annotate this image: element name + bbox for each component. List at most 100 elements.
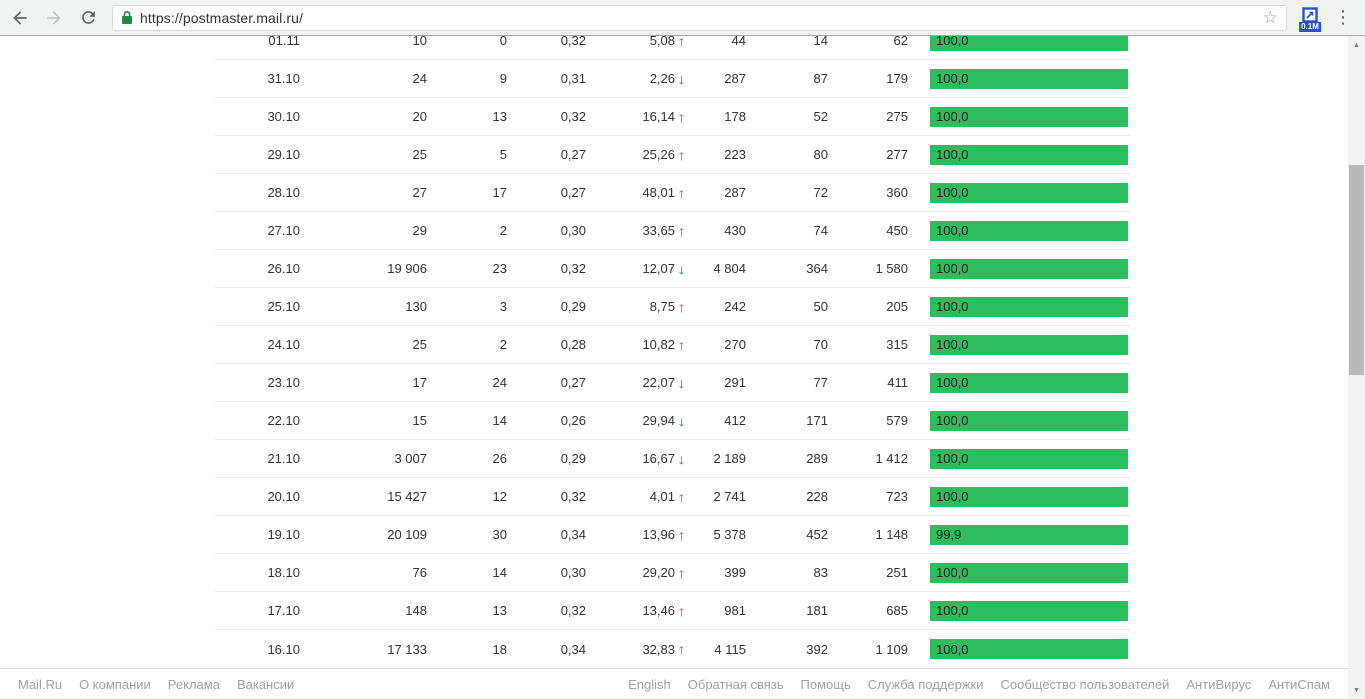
table-row: 25.10 130 3 0,29 8,75 ↑ 242 50 205 100,0 [215,288,1130,326]
cell-col7: 392 [806,641,828,657]
cell-percent: 100,0 [908,562,1130,583]
percent-bar-label: 100,0 [936,489,969,504]
cell-rate: 16,14 ↑ [586,109,685,124]
footer-link[interactable]: English [628,676,671,692]
cell-col4: 0,27 [560,375,586,390]
trend-arrow-icon: ↑ [677,526,686,543]
reload-button[interactable] [74,4,102,32]
table-row: 30.10 20 13 0,32 16,14 ↑ 178 52 275 100,… [215,98,1130,136]
rate-value: 13,46 [642,603,675,618]
cell-percent: 100,0 [908,258,1130,279]
cell-col3: 12 [492,489,507,504]
cell-col4: 0,28 [560,337,586,352]
cell-col3: 2 [499,337,507,352]
cell-col8: 251 [886,565,908,580]
cell-col3: 24 [492,375,507,390]
percent-bar-label: 100,0 [936,299,969,314]
cell-rate: 16,67 ↓ [586,451,685,466]
cell-col6: 291 [724,375,746,390]
table-row: 01.11 10 0 0,32 5,08 ↑ 44 14 62 100,0 [215,36,1130,60]
trend-arrow-icon: ↑ [677,336,686,353]
cell-col3: 14 [492,565,507,580]
footer-link[interactable]: Помощь [800,676,851,692]
cell-percent: 100,0 [908,372,1130,393]
percent-bar: 100,0 [930,639,1128,659]
url-bar[interactable]: https://postmaster.mail.ru/ ☆ [112,4,1287,31]
cell-letters: 24 [412,71,427,86]
cell-rate: 13,46 ↑ [586,603,685,618]
percent-bar-label: 100,0 [936,565,969,580]
percent-bar-track: 100,0 [930,182,1128,203]
cell-letters: 19 906 [387,261,427,276]
back-arrow-icon [10,8,30,28]
cell-col6: 44 [731,36,746,48]
scrollbar-up-arrow-icon[interactable]: ▲ [1353,41,1360,49]
footer-link[interactable]: Служба поддержки [867,676,984,692]
cell-rate: 29,20 ↑ [586,565,685,580]
cell-col6: 4 115 [714,641,746,657]
cell-col8: 450 [886,223,908,238]
percent-bar-track: 100,0 [930,68,1128,89]
percent-bar-label: 100,0 [936,261,969,276]
footer-link[interactable]: Вакансии [236,676,295,692]
footer-link[interactable]: Сообщество пользователей [1000,676,1170,692]
percent-bar-track: 100,0 [930,334,1128,355]
rate-value: 29,20 [642,565,675,580]
url-text[interactable]: https://postmaster.mail.ru/ [140,9,303,26]
footer-link[interactable]: О компании [79,676,151,692]
cell-rate: 33,65 ↑ [586,223,685,238]
cell-col8: 723 [886,489,908,504]
lock-icon [121,10,133,25]
footer-links-left: Mail.Ru О компании Реклама Вакансии [18,677,294,692]
percent-bar-track: 100,0 [930,296,1128,317]
scrollbar-down-arrow-icon[interactable]: ▼ [1353,686,1360,694]
cell-col3: 13 [492,109,507,124]
extension-icon[interactable]: 0.1M [1297,2,1323,34]
footer-link[interactable]: Реклама [167,676,220,692]
percent-bar-track: 100,0 [930,372,1128,393]
percent-bar: 100,0 [930,372,1128,393]
footer-links-right: English Обратная связь Помощь Служба поддер… [628,677,1330,692]
cell-date: 20.10 [267,489,300,504]
trend-arrow-icon: ↑ [677,222,686,239]
rate-value: 13,96 [642,527,675,542]
table-row: 26.10 19 906 23 0,32 12,07 ↓ 4 804 364 1… [215,250,1130,288]
cell-percent: 100,0 [908,36,1130,51]
vertical-scrollbar[interactable]: ▲ ▼ [1348,36,1365,699]
cell-col7: 70 [813,337,828,352]
bookmark-star-icon[interactable]: ☆ [1262,8,1278,27]
table-row: 29.10 25 5 0,27 25,26 ↑ 223 80 277 100,0 [215,136,1130,174]
footer-link[interactable]: Mail.Ru [18,676,63,692]
back-button[interactable] [6,4,34,32]
forward-button[interactable] [40,4,68,32]
table-row: 31.10 24 9 0,31 2,26 ↓ 287 87 179 100,0 [215,60,1130,98]
scrollbar-thumb[interactable] [1349,165,1364,375]
cell-letters: 17 133 [387,641,427,657]
cell-col4: 0,32 [560,109,586,124]
cell-date: 24.10 [267,337,300,352]
cell-col7: 74 [813,223,828,238]
page-content: 01.11 10 0 0,32 5,08 ↑ 44 14 62 100,0 31… [0,36,1348,668]
cell-col6: 5 378 [713,527,746,542]
browser-toolbar: https://postmaster.mail.ru/ ☆ 0.1M ⋮ [0,0,1365,36]
cell-percent: 100,0 [908,334,1130,355]
cell-col8: 1 580 [875,261,908,276]
cell-date: 17.10 [267,603,300,618]
footer-link[interactable]: АнтиСпам [1268,676,1330,692]
cell-col8: 1 148 [875,527,908,542]
trend-arrow-icon: ↑ [677,641,686,657]
trend-arrow-icon: ↑ [677,488,686,505]
cell-letters: 29 [412,223,427,238]
footer-link[interactable]: АнтиВирус [1186,676,1252,692]
cell-col3: 23 [492,261,507,276]
rate-value: 16,67 [642,451,675,466]
table-row: 27.10 29 2 0,30 33,65 ↑ 430 74 450 100,0 [215,212,1130,250]
percent-bar: 100,0 [930,220,1128,241]
percent-bar: 100,0 [930,600,1128,621]
cell-col6: 178 [724,109,746,124]
cell-col4: 0,29 [560,451,586,466]
footer-link[interactable]: Обратная связь [687,676,784,692]
table-row: 23.10 17 24 0,27 22,07 ↓ 291 77 411 100,… [215,364,1130,402]
browser-menu-button[interactable]: ⋮ [1334,7,1352,27]
rate-value: 29,94 [642,413,675,428]
